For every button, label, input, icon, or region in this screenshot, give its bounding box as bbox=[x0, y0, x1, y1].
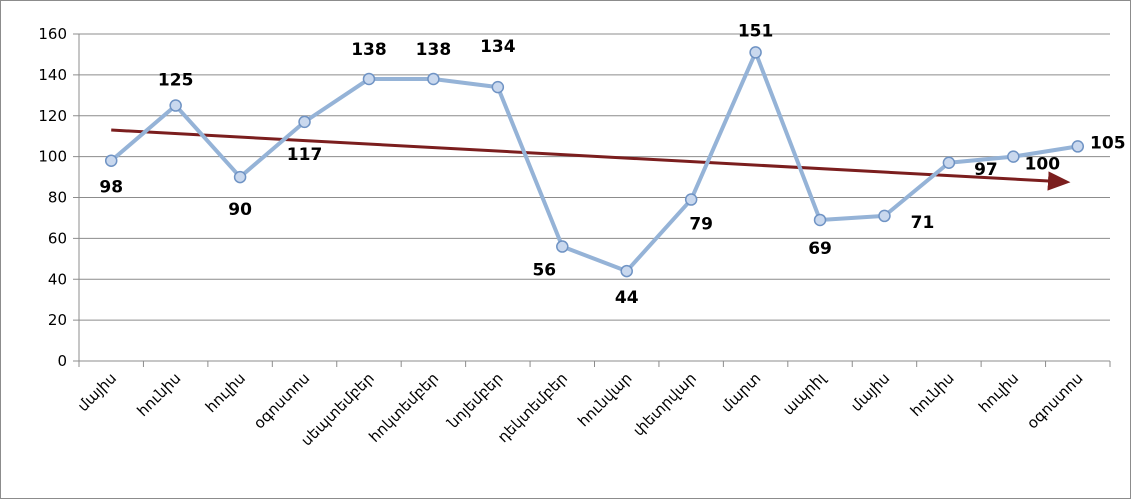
data-point bbox=[620, 264, 633, 278]
data-label: 138 bbox=[416, 40, 452, 60]
x-tick-label: ապրիլ bbox=[779, 368, 829, 418]
y-tick-label: 100 bbox=[38, 148, 67, 166]
trend-line bbox=[111, 128, 1071, 191]
data-label: 100 bbox=[1025, 155, 1061, 175]
series-line bbox=[109, 50, 1079, 274]
x-tick-label: փետրվար bbox=[629, 369, 700, 440]
x-tick-label: հուլիս bbox=[202, 369, 249, 416]
x-tick-label: մարտ bbox=[718, 369, 765, 416]
x-tick-label: օգոստոս bbox=[250, 369, 313, 432]
y-tick-label: 160 bbox=[38, 25, 67, 43]
x-tick-label: հուլիս bbox=[975, 369, 1022, 416]
y-tick-label: 60 bbox=[48, 229, 67, 247]
data-point bbox=[1007, 150, 1020, 163]
data-point bbox=[556, 240, 569, 253]
data-point bbox=[298, 115, 311, 129]
x-tick-label: նոյեմբեր bbox=[443, 369, 506, 432]
y-tick-label: 80 bbox=[48, 189, 67, 207]
x-tick-label: հոկտեմբեր bbox=[365, 369, 442, 446]
data-label: 125 bbox=[158, 71, 194, 91]
x-tick-label: հունիս bbox=[134, 369, 185, 420]
x-tick-label: մայիս bbox=[847, 369, 893, 415]
data-point bbox=[169, 99, 182, 112]
data-label: 90 bbox=[228, 200, 252, 220]
y-tick-label: 0 bbox=[57, 352, 67, 370]
data-point bbox=[104, 154, 118, 167]
data-point bbox=[1071, 140, 1085, 153]
data-point bbox=[813, 213, 827, 227]
data-point bbox=[684, 193, 698, 206]
y-tick-labels: 0 20 40 60 80 100 120 140 160 bbox=[38, 25, 67, 370]
x-tick-label: օգոստոս bbox=[1023, 369, 1086, 432]
axes bbox=[73, 33, 1111, 367]
data-point bbox=[878, 209, 891, 223]
data-label: 138 bbox=[351, 40, 387, 60]
data-label: 97 bbox=[974, 160, 998, 180]
series bbox=[104, 46, 1085, 278]
y-tick-label: 140 bbox=[38, 66, 67, 84]
data-label: 79 bbox=[689, 215, 713, 235]
x-tick-label: մայիս bbox=[74, 369, 120, 415]
data-label: 56 bbox=[532, 261, 556, 281]
data-label: 117 bbox=[287, 145, 323, 165]
data-label: 71 bbox=[911, 213, 935, 233]
data-labels: 98 125 90 117 138 138 134 56 44 79 151 69 71 97 100 105 bbox=[99, 21, 1125, 308]
data-label: 98 bbox=[99, 178, 123, 198]
x-tick-label: հունվար bbox=[574, 369, 635, 430]
x-tick-labels: մայիս հունիս հուլիս օգոստոսսեպտեմբերհոկտեմբ… bbox=[74, 368, 1087, 449]
data-label: 69 bbox=[808, 239, 832, 259]
data-point bbox=[233, 170, 247, 184]
data-point bbox=[749, 46, 762, 59]
trendline bbox=[111, 128, 1071, 191]
data-label: 44 bbox=[615, 288, 639, 308]
y-tick-label: 20 bbox=[48, 311, 67, 329]
data-point bbox=[427, 72, 440, 86]
y-tick-label: 40 bbox=[48, 270, 67, 288]
data-point bbox=[491, 80, 505, 94]
y-tick-label: 120 bbox=[38, 107, 67, 125]
data-label: 105 bbox=[1090, 133, 1126, 153]
x-tick-label: դեկտեմբեր bbox=[494, 369, 571, 446]
data-label: 151 bbox=[738, 21, 774, 41]
data-label: 134 bbox=[480, 37, 516, 57]
data-point bbox=[362, 72, 376, 86]
data-point bbox=[942, 156, 956, 170]
x-tick-label: հունիս bbox=[907, 369, 958, 420]
